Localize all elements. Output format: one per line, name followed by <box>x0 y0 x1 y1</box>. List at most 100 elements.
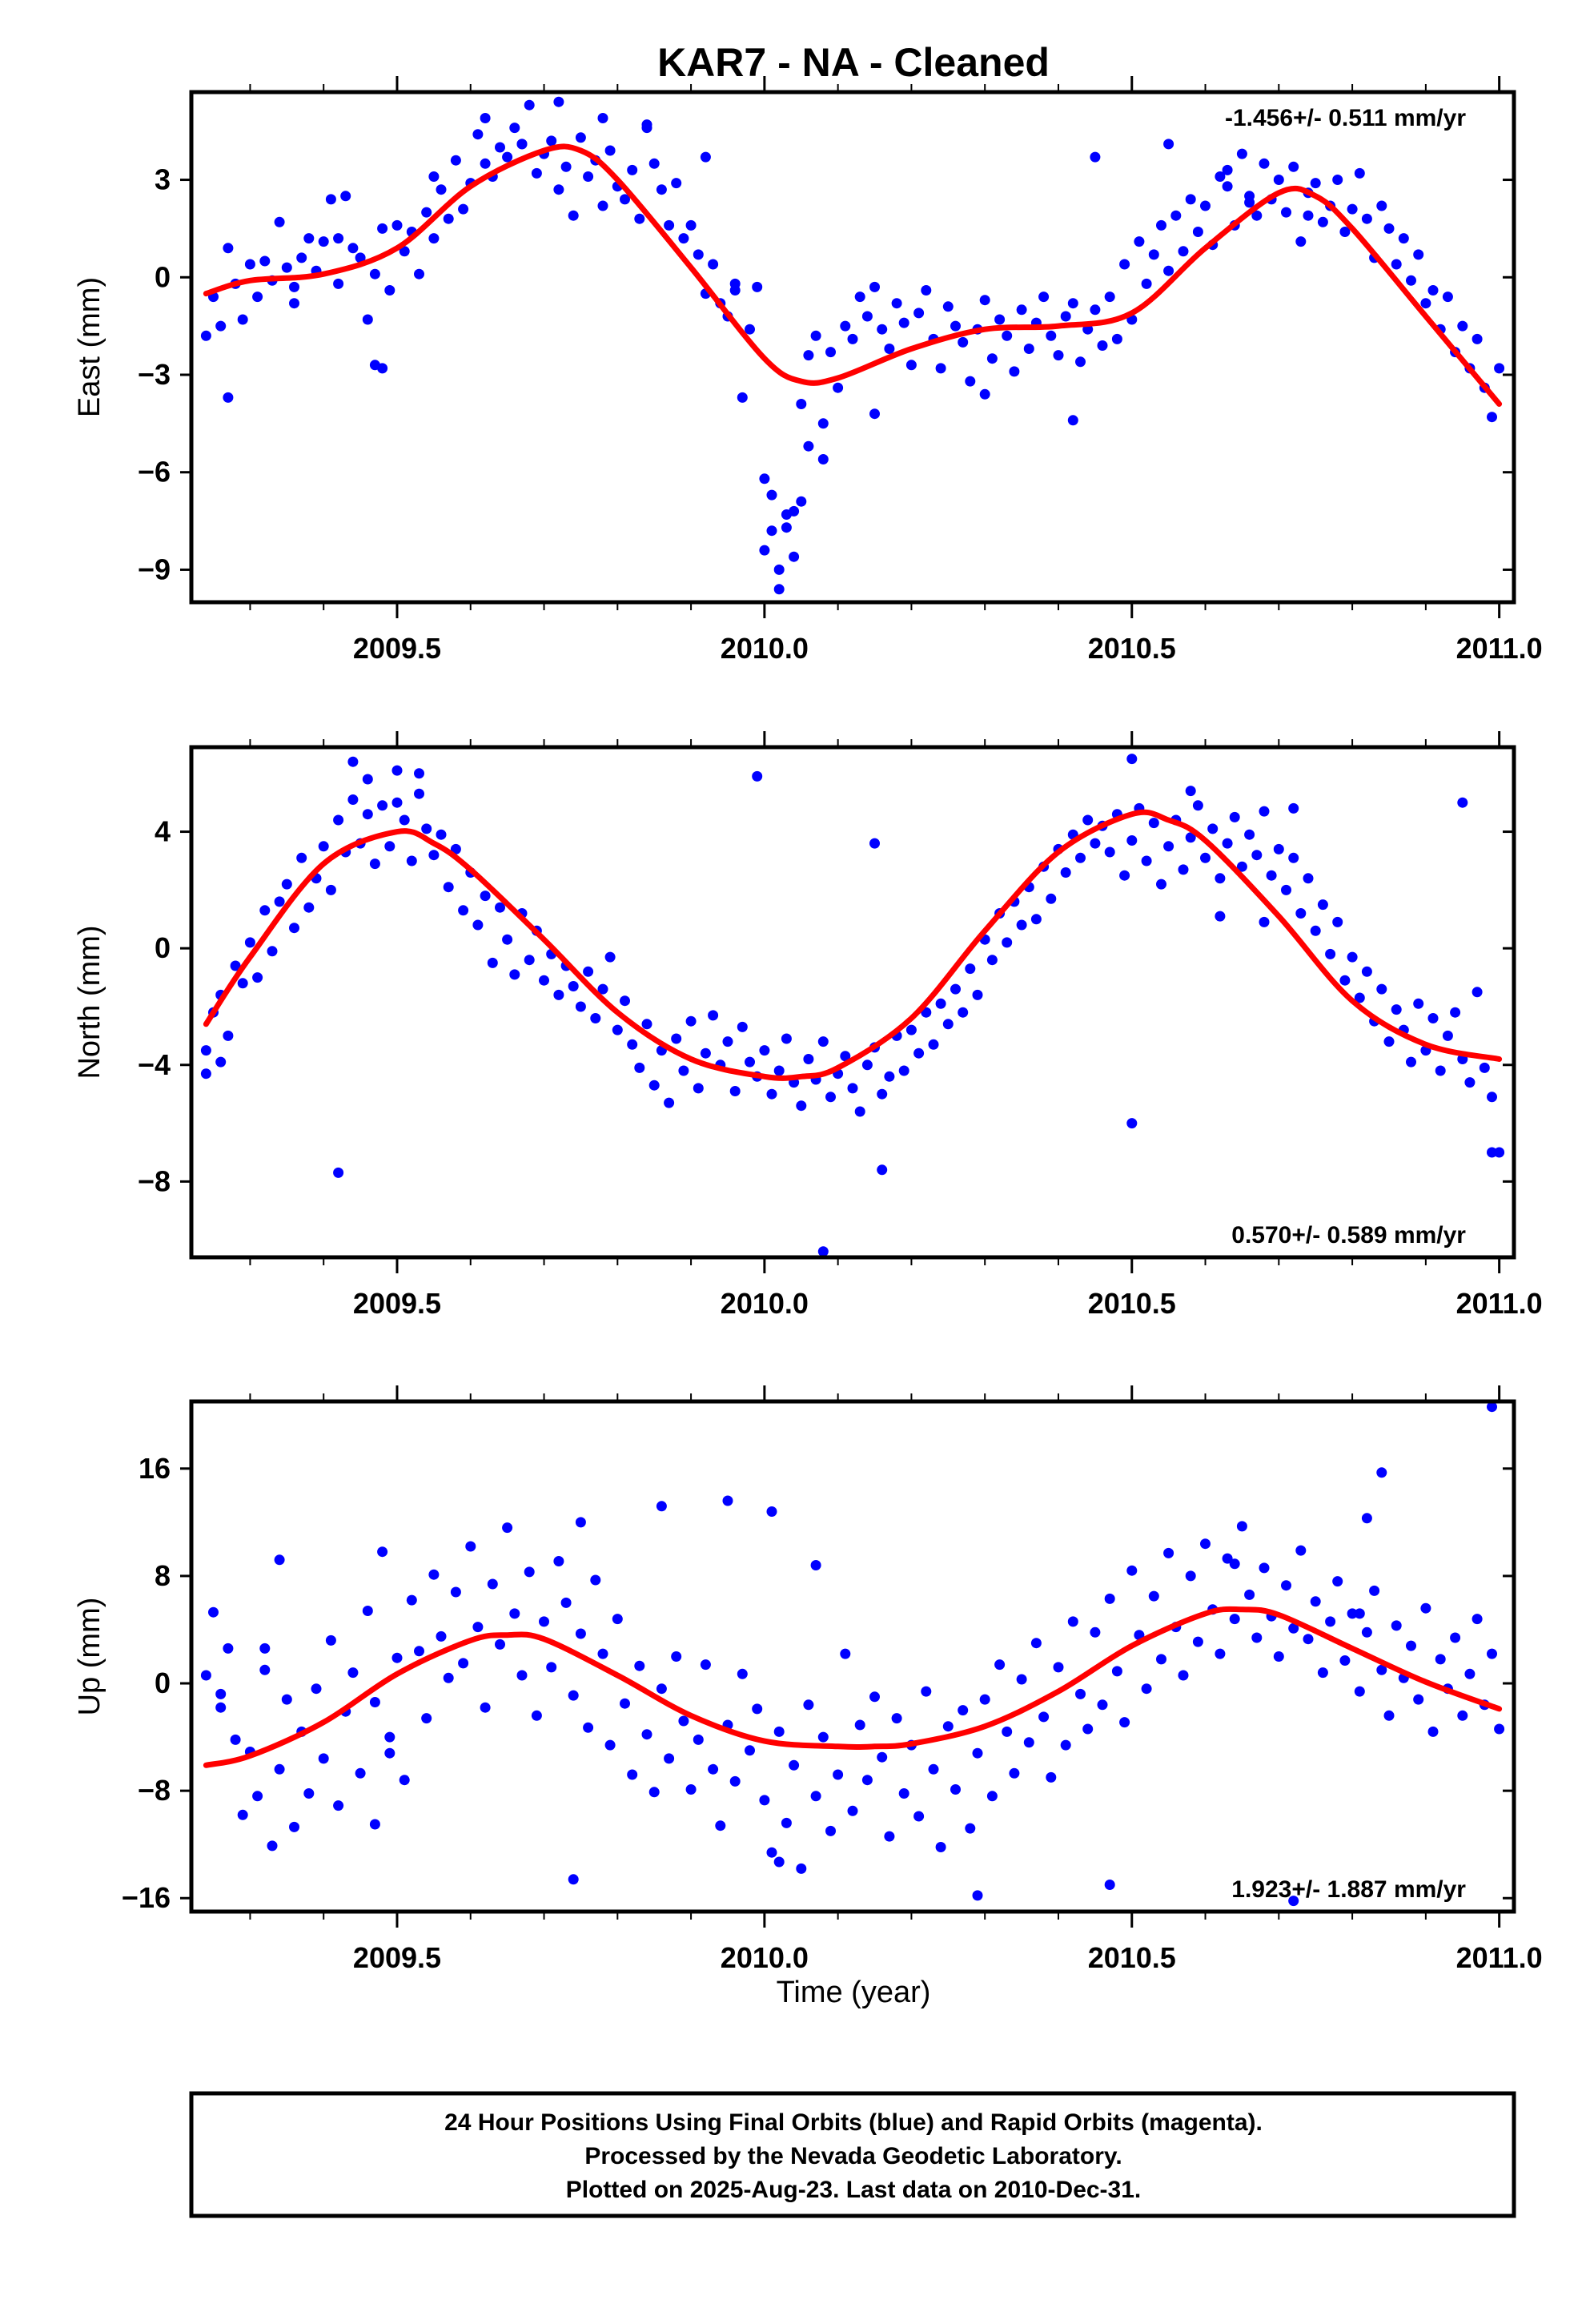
data-point <box>1420 298 1431 309</box>
data-point <box>369 268 380 279</box>
data-point <box>502 1522 513 1534</box>
data-point <box>333 814 344 826</box>
data-point <box>796 1863 807 1874</box>
data-point <box>700 1047 711 1059</box>
x-tick-label: 2011.0 <box>1456 1941 1543 1974</box>
data-point <box>1361 213 1372 224</box>
footer-line-1: 24 Hour Positions Using Final Orbits (bl… <box>444 2109 1263 2136</box>
x-tick-label: 2009.5 <box>353 1941 441 1974</box>
data-point <box>1097 1699 1108 1711</box>
data-point <box>766 525 777 537</box>
data-point <box>259 1664 271 1675</box>
panel-1: 2009.5 2010.0 2010.5 2011.0 3 0 −3 −6 −9 East (mm… <box>73 76 1543 665</box>
data-point <box>685 1784 697 1795</box>
data-point <box>840 1648 851 1659</box>
data-point <box>208 1606 219 1618</box>
data-point <box>590 1013 601 1023</box>
data-point <box>1229 1558 1240 1570</box>
data-point <box>1111 1666 1122 1677</box>
data-point <box>877 1164 888 1176</box>
data-point <box>620 1698 630 1709</box>
data-point <box>1464 1668 1476 1679</box>
data-point <box>524 955 535 966</box>
data-point <box>1244 829 1255 840</box>
data-point <box>495 902 505 913</box>
data-point <box>854 292 865 303</box>
data-point <box>583 171 594 182</box>
data-point <box>399 814 410 826</box>
data-point <box>1134 236 1145 247</box>
data-point <box>575 1001 586 1012</box>
data-point <box>1126 1118 1138 1129</box>
data-point <box>244 259 255 270</box>
data-point <box>1104 1593 1115 1604</box>
data-point <box>1487 1092 1497 1103</box>
data-point <box>627 1769 638 1780</box>
data-point <box>1406 1640 1416 1651</box>
data-point <box>369 858 380 870</box>
data-point <box>700 1659 711 1671</box>
data-point <box>369 1819 380 1830</box>
data-point <box>200 1670 211 1681</box>
data-point <box>1259 158 1270 169</box>
data-point <box>1317 899 1328 911</box>
data-point <box>1215 873 1226 884</box>
data-point <box>1435 1654 1446 1665</box>
data-point <box>833 1769 844 1780</box>
data-point <box>773 1856 785 1868</box>
data-point <box>1494 1147 1505 1158</box>
data-point <box>745 1745 755 1756</box>
data-point <box>789 551 800 562</box>
y-tick-label: 0 <box>155 931 171 964</box>
data-point <box>568 981 579 991</box>
panel-frame <box>189 745 1516 1260</box>
data-point <box>1002 330 1013 341</box>
data-point <box>869 838 880 849</box>
data-point <box>1288 852 1299 863</box>
data-point <box>1339 227 1351 237</box>
data-point <box>384 841 395 852</box>
data-point <box>1178 864 1189 875</box>
data-point <box>1361 1626 1372 1638</box>
data-point <box>1281 207 1291 218</box>
data-point <box>1383 223 1395 234</box>
data-point <box>752 770 763 782</box>
data-point <box>958 1007 969 1018</box>
data-point <box>942 301 954 312</box>
y-axis-label: Up (mm) <box>73 1598 106 1716</box>
data-point <box>539 975 549 986</box>
footer-frame <box>189 2091 1516 2218</box>
data-point <box>318 236 329 247</box>
data-point <box>472 1622 484 1633</box>
rate-annotation: 1.923+/- 1.887 mm/yr <box>1231 1876 1466 1903</box>
data-point <box>965 963 976 975</box>
y-tick-label: 0 <box>155 260 171 293</box>
data-point <box>1090 1626 1101 1638</box>
data-point <box>333 1800 344 1811</box>
data-point <box>1163 265 1174 276</box>
data-point <box>583 1722 594 1733</box>
data-point <box>1413 998 1424 1009</box>
data-point <box>414 268 424 279</box>
data-point <box>1141 855 1152 866</box>
data-point <box>325 884 336 895</box>
data-point <box>421 1713 432 1724</box>
data-point <box>1236 1521 1247 1532</box>
data-point <box>1281 1580 1291 1591</box>
data-point <box>1236 861 1247 872</box>
data-point <box>1413 249 1424 260</box>
data-point <box>877 324 888 335</box>
data-point <box>1185 1570 1196 1582</box>
data-point <box>796 399 807 409</box>
data-point <box>1376 1664 1387 1675</box>
data-point <box>693 1734 704 1745</box>
data-point <box>1295 1545 1307 1556</box>
model-curve <box>203 1606 1503 1768</box>
data-point <box>664 1753 675 1764</box>
data-point <box>1046 1771 1057 1783</box>
data-point <box>1178 1670 1189 1681</box>
data-point <box>1347 1608 1358 1619</box>
data-point <box>480 113 491 123</box>
data-point <box>333 1167 344 1178</box>
